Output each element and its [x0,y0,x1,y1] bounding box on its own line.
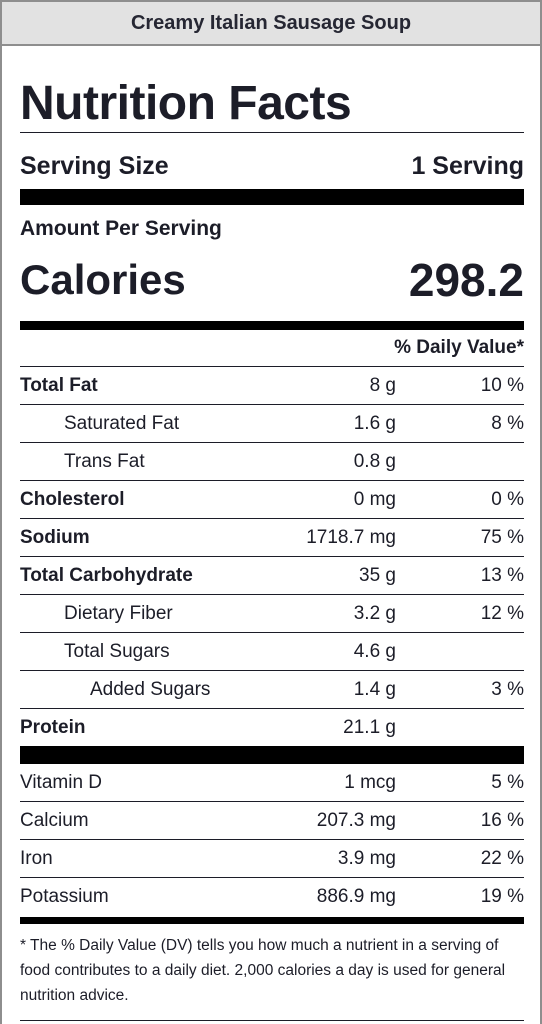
nutrient-row-trans-fat: Trans Fat 0.8 g [20,443,524,481]
nutrient-row-cholesterol: Cholesterol 0 mg 0 % [20,481,524,519]
nutrient-name: Total Sugars [64,641,170,662]
vitamin-dv: 16 % [480,810,524,831]
nutrient-row-protein: Protein 21.1 g [20,709,524,746]
divider [20,1020,524,1021]
calories-value: 298.2 [408,254,524,306]
medium-divider [20,917,524,924]
nutrient-row-dietary-fiber: Dietary Fiber 3.2 g 12 % [20,595,524,633]
nutrient-name: Sodium [20,527,90,548]
nutrient-name: Cholesterol [20,489,125,510]
nutrient-dv: 13 % [480,565,524,586]
vitamin-row-vitamin-d: Vitamin D 1 mcg 5 % [20,764,524,802]
nutrient-row-total-fat: Total Fat 8 g 10 % [20,367,524,405]
nutrient-dv [396,443,524,480]
vitamin-name: Iron [20,848,53,869]
recipe-title: Creamy Italian Sausage Soup [2,0,540,46]
vitamin-dv: 22 % [480,848,524,869]
thick-divider [20,189,524,205]
label-body: Nutrition Facts Serving Size 1 Serving A… [20,76,524,1021]
nutrient-dv: 3 % [491,679,524,700]
nutrient-name: Protein [20,717,86,738]
daily-value-header: % Daily Value* [20,330,524,367]
nutrient-dv: 12 % [480,603,524,624]
nutrient-row-total-sugars: Total Sugars 4.6 g [20,633,524,671]
nutrient-dv [396,633,524,670]
nutrient-amount: 21.1 g [343,717,396,738]
amount-per-serving: Amount Per Serving [20,217,222,240]
serving-size-value: 1 Serving [411,152,524,180]
nutrient-name: Dietary Fiber [64,603,173,624]
nutrient-row-saturated-fat: Saturated Fat 1.6 g 8 % [20,405,524,443]
nutrient-row-added-sugars: Added Sugars 1.4 g 3 % [20,671,524,709]
vitamin-name: Calcium [20,810,89,831]
nutrient-name: Total Carbohydrate [20,565,193,586]
nutrient-name: Saturated Fat [64,413,180,434]
thick-divider [20,746,524,764]
calories-row: Calories 298.2 [20,245,524,315]
nutrient-dv: 10 % [480,375,524,396]
divider [20,132,524,133]
vitamin-row-calcium: Calcium 207.3 mg 16 % [20,802,524,840]
vitamin-amount: 207.3 mg [316,810,396,831]
nutrient-dv: 8 % [491,413,524,434]
vitamin-name: Vitamin D [20,772,103,793]
nutrient-dv: 0 % [491,489,524,510]
medium-divider [20,321,524,330]
nutrient-dv: 75 % [480,527,524,548]
nutrient-amount: 1.6 g [353,413,396,434]
nutrient-row-sodium: Sodium 1718.7 mg 75 % [20,519,524,557]
nutrient-amount: 0.8 g [353,451,396,472]
vitamin-amount: 1 mcg [344,772,396,793]
vitamin-row-potassium: Potassium 886.9 mg 19 % [20,878,524,915]
vitamin-dv: 19 % [480,886,524,907]
nutrient-row-total-carbohydrate: Total Carbohydrate 35 g 13 % [20,557,524,595]
vitamin-dv: 5 % [491,772,524,793]
nutrient-amount: 1.4 g [353,679,396,700]
vitamin-amount: 3.9 mg [337,848,396,869]
nutrient-amount: 4.6 g [353,641,396,662]
nutrient-name: Total Fat [20,375,98,396]
nutrient-amount: 1718.7 mg [306,527,396,548]
footnote: * The % Daily Value (DV) tells you how m… [20,937,506,1004]
nutrition-facts-heading: Nutrition Facts [20,77,352,130]
nutrient-amount: 0 mg [353,489,396,510]
vitamin-name: Potassium [20,886,109,907]
nutrient-name: Added Sugars [90,679,211,700]
vitamin-row-iron: Iron 3.9 mg 22 % [20,840,524,878]
nutrient-dv [396,709,524,746]
nutrient-amount: 3.2 g [353,603,396,624]
serving-size-label: Serving Size [20,152,169,180]
nutrient-amount: 35 g [359,565,396,586]
nutrient-amount: 8 g [369,375,396,396]
nutrient-name: Trans Fat [64,451,145,472]
calories-label: Calories [20,256,186,303]
vitamin-amount: 886.9 mg [316,886,396,907]
serving-size-row: Serving Size 1 Serving [20,143,524,189]
